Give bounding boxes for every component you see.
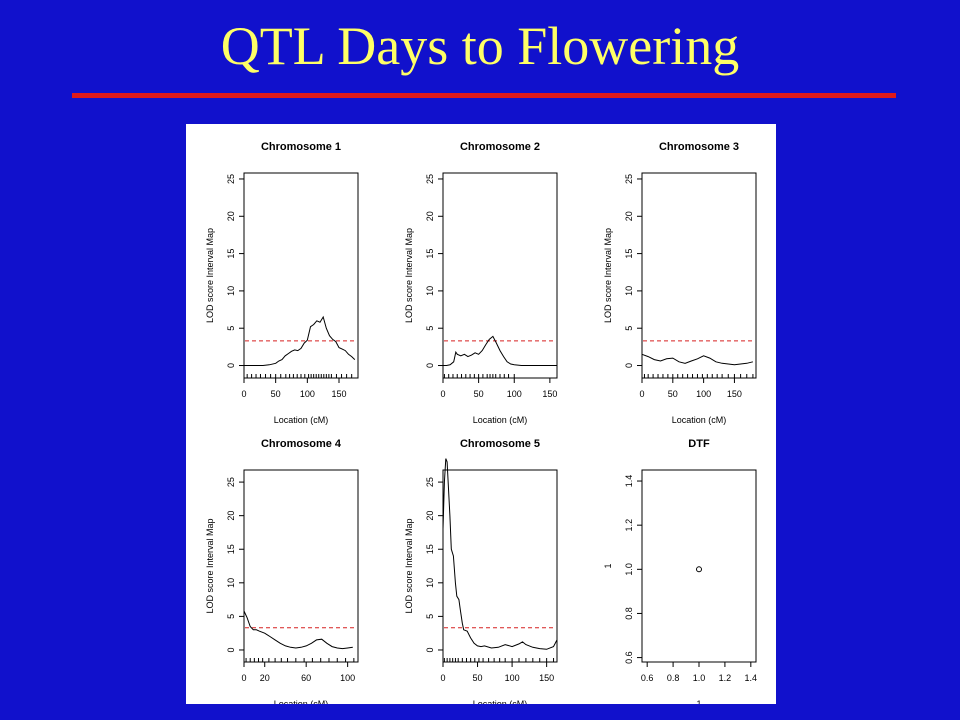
- plot1-ylabel: LOD score Interval Map: [205, 228, 215, 323]
- slide-title: QTL Days to Flowering: [220, 16, 740, 76]
- plot6-ytick-label: 0.8: [624, 607, 634, 620]
- plot5-xtick-label: 150: [539, 673, 554, 683]
- plot6-xtick-label: 0.6: [641, 673, 654, 683]
- plot5-ytick-label: 10: [425, 578, 435, 588]
- plot3-ytick-label: 10: [624, 286, 634, 296]
- plot3-xtick-label: 50: [668, 389, 678, 399]
- plot6-ytick-label: 1.4: [624, 475, 634, 488]
- plot6-ytick-label: 0.6: [624, 651, 634, 664]
- plot2-xtick-label: 150: [542, 389, 557, 399]
- plot2-ylabel: LOD score Interval Map: [404, 228, 414, 323]
- title-underline: [72, 93, 896, 98]
- plot4-ytick-label: 0: [226, 647, 236, 652]
- plot4-ylabel: LOD score Interval Map: [205, 518, 215, 613]
- plot5-lod-line: [442, 458, 558, 650]
- plot3-ytick-label: 15: [624, 249, 634, 259]
- plot1-xtick-label: 150: [331, 389, 346, 399]
- plot6-xtick-label: 0.8: [667, 673, 680, 683]
- plot6-ytick-label: 1.2: [624, 519, 634, 532]
- plot1-xtick-label: 50: [271, 389, 281, 399]
- plot2-xtick-label: 100: [507, 389, 522, 399]
- plot2-title: Chromosome 2: [460, 141, 540, 153]
- plot1-ytick-label: 0: [226, 363, 236, 368]
- plot2-ytick-label: 15: [425, 249, 435, 259]
- plot3-xlabel: Location (cM): [672, 415, 727, 425]
- plot1-ytick-label: 15: [226, 249, 236, 259]
- plot1-ytick-label: 10: [226, 286, 236, 296]
- plot3-ytick-label: 25: [624, 174, 634, 184]
- plot1-lod-line: [244, 315, 356, 366]
- plot4-frame: [243, 469, 359, 663]
- plot-panel: Chromosome 1 0 5 10 15 20 25 0 50 100 150 Location …: [186, 124, 776, 704]
- plot5-ytick-label: 25: [425, 477, 435, 487]
- plot6-xtick-label: 1.0: [693, 673, 706, 683]
- plot6-xtick-label: 1.2: [719, 673, 732, 683]
- plot5-ytick-label: 5: [425, 614, 435, 619]
- plot5-xtick-label: 0: [440, 673, 445, 683]
- plot2-ytick-label: 0: [425, 363, 435, 368]
- plot3-ytick-label: 5: [624, 326, 634, 331]
- plot5-xtick-label: 100: [505, 673, 520, 683]
- plot2-frame: [442, 172, 558, 379]
- plot5-ytick-label: 15: [425, 544, 435, 554]
- plot2-ytick-label: 20: [425, 211, 435, 221]
- plot4-xtick-label: 60: [301, 673, 311, 683]
- plot2-xtick-label: 0: [440, 389, 445, 399]
- plot3-ytick-label: 20: [624, 211, 634, 221]
- plot1-xtick-label: 0: [241, 389, 246, 399]
- plot3-xtick-label: 100: [696, 389, 711, 399]
- plot6-title: DTF: [688, 438, 710, 450]
- plot2-xlabel: Location (cM): [473, 415, 528, 425]
- plot5-ytick-label: 20: [425, 511, 435, 521]
- plot6-ytick-label: 1.0: [624, 563, 634, 576]
- plot6-point: [696, 566, 702, 573]
- plot4-xtick-label: 0: [241, 673, 246, 683]
- plot2-ytick-label: 10: [425, 286, 435, 296]
- plot5-title: Chromosome 5: [460, 438, 540, 450]
- plot4-xtick-label: 100: [340, 673, 355, 683]
- plot6-xtick-label: 1.4: [745, 673, 758, 683]
- plot3-frame: [641, 172, 757, 379]
- plot3-xtick-label: 150: [727, 389, 742, 399]
- plot6-frame: [641, 469, 757, 663]
- plot2-xtick-label: 50: [474, 389, 484, 399]
- plot1-frame: [243, 172, 359, 379]
- plot4-ytick-label: 10: [226, 578, 236, 588]
- plot1-xlabel: Location (cM): [274, 415, 329, 425]
- plot3-title: Chromosome 3: [659, 141, 739, 153]
- plot4-ytick-label: 5: [226, 614, 236, 619]
- plot3-lod-line: [641, 353, 754, 366]
- plot4-lod-line: [243, 610, 353, 650]
- plot4-xtick-label: 20: [260, 673, 270, 683]
- plot5-xtick-label: 50: [473, 673, 483, 683]
- plot3-ytick-label: 0: [624, 363, 634, 368]
- plot2-lod-line: [443, 335, 557, 366]
- plot4-ytick-label: 15: [226, 544, 236, 554]
- plot5-frame: [442, 469, 558, 663]
- plot1-xtick-label: 100: [300, 389, 315, 399]
- plot5-ylabel: LOD score Interval Map: [404, 518, 414, 613]
- plot6-xlabel: 1: [696, 699, 701, 704]
- plot1-title: Chromosome 1: [261, 141, 341, 153]
- plot2-ytick-label: 5: [425, 326, 435, 331]
- plot5-ytick-label: 0: [425, 647, 435, 652]
- plot5-xlabel: Location (cM): [473, 699, 528, 704]
- plot3-xtick-label: 0: [639, 389, 644, 399]
- plot1-ytick-label: 20: [226, 211, 236, 221]
- plot2-ytick-label: 25: [425, 174, 435, 184]
- plot6-ylabel: 1: [603, 563, 613, 568]
- plot1-ytick-label: 5: [226, 326, 236, 331]
- plot3-ylabel: LOD score Interval Map: [603, 228, 613, 323]
- plot1-ytick-label: 25: [226, 174, 236, 184]
- plot4-title: Chromosome 4: [261, 438, 342, 450]
- plot4-ytick-label: 25: [226, 477, 236, 487]
- plot4-ytick-label: 20: [226, 511, 236, 521]
- plot4-xlabel: Location (cM): [274, 699, 329, 704]
